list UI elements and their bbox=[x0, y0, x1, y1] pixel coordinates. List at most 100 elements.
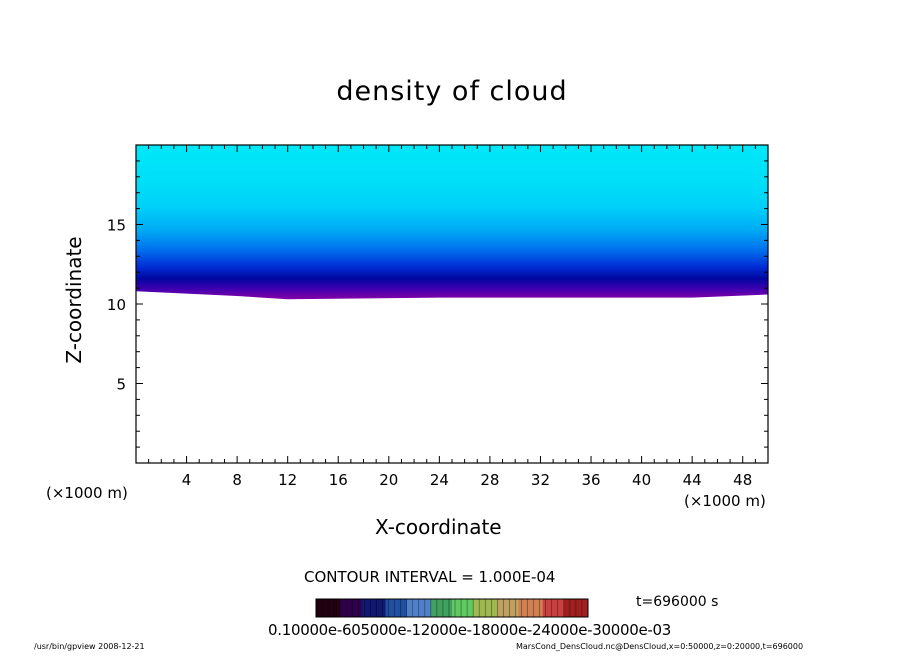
colorbar-cell bbox=[343, 599, 347, 617]
colorbar-border bbox=[315, 598, 589, 618]
colorbar-cell bbox=[548, 599, 553, 617]
colorbar-cell bbox=[337, 599, 341, 617]
x-axis-label: X-coordinate bbox=[375, 515, 502, 539]
colorbar-cell bbox=[334, 599, 338, 617]
colorbar-cell bbox=[566, 599, 571, 617]
colorbar-cell bbox=[470, 599, 474, 617]
colorbar-cell bbox=[560, 599, 565, 617]
colorbar-cell bbox=[370, 599, 374, 617]
colorbar-cell bbox=[448, 599, 453, 617]
colorbar-cell bbox=[545, 599, 550, 617]
colorbar-cell bbox=[409, 599, 414, 617]
x-tick-label: 20 bbox=[379, 471, 398, 489]
colorbar-cell bbox=[349, 599, 353, 617]
colorbar-cell bbox=[397, 599, 401, 617]
colorbar-cell bbox=[530, 599, 534, 617]
colorbar-cell bbox=[452, 599, 456, 617]
colorbar-cell bbox=[439, 599, 444, 617]
colorbar-cell bbox=[557, 599, 562, 617]
colorbar-cell bbox=[518, 599, 522, 617]
colorbar-cell bbox=[385, 599, 389, 617]
colorbar-cell bbox=[584, 599, 589, 617]
y-tick-label: 15 bbox=[107, 217, 126, 235]
colorbar-cell bbox=[427, 599, 432, 617]
x-tick-label: 28 bbox=[480, 471, 499, 489]
colorbar-cell bbox=[455, 599, 459, 617]
colorbar-cell bbox=[340, 599, 344, 617]
colorbar-cell bbox=[388, 599, 392, 617]
colorbar-cell bbox=[536, 599, 540, 617]
colorbar-cell bbox=[391, 599, 395, 617]
colorbar-cell bbox=[476, 599, 480, 617]
colorbar-cell bbox=[521, 599, 525, 617]
colorbar-cell bbox=[551, 599, 556, 617]
colorbar-cell bbox=[445, 599, 450, 617]
colorbar-cell bbox=[322, 599, 326, 617]
colorbar-cell bbox=[379, 599, 383, 617]
x-tick-label: 4 bbox=[182, 471, 192, 489]
colorbar-cell bbox=[482, 599, 486, 617]
colorbar-cell bbox=[575, 599, 580, 617]
cloud-density-area bbox=[136, 145, 768, 300]
colorbar-cell bbox=[506, 599, 510, 617]
colorbar-cell bbox=[403, 599, 407, 617]
cloud-field bbox=[136, 145, 768, 300]
y-tick-label: 10 bbox=[107, 296, 126, 314]
colorbar-cell bbox=[563, 599, 568, 617]
colorbar-cell bbox=[542, 599, 546, 617]
y-axis-ticks: 5 10 15 bbox=[107, 160, 768, 448]
colorbar-cell bbox=[436, 599, 441, 617]
colorbar-cell bbox=[485, 599, 489, 617]
colorbar-cell bbox=[418, 599, 423, 617]
colorbar-cell bbox=[488, 599, 492, 617]
colorbar-cell bbox=[572, 599, 577, 617]
colorbar-cell bbox=[497, 599, 501, 617]
time-label: t=696000 s bbox=[636, 594, 719, 610]
colorbar-cell bbox=[581, 599, 586, 617]
x-axis-unit-left: (×1000 m) bbox=[46, 484, 128, 502]
colorbar-cell bbox=[367, 599, 371, 617]
colorbar-cell bbox=[352, 599, 356, 617]
colorbar-cell bbox=[415, 599, 420, 617]
colorbar-cell bbox=[494, 599, 498, 617]
footer-program-date: /usr/bin/gpview 2008-12-21 bbox=[34, 642, 145, 651]
colorbar-cell bbox=[479, 599, 483, 617]
x-axis-ticks: 4 8 12 16 20 24 28 32 36 40 44 48 bbox=[148, 145, 756, 489]
x-tick-label: 36 bbox=[581, 471, 600, 489]
colorbar-cell bbox=[346, 599, 350, 617]
colorbar-cell bbox=[554, 599, 559, 617]
x-tick-label: 16 bbox=[329, 471, 348, 489]
colorbar bbox=[315, 598, 589, 618]
x-tick-label: 8 bbox=[232, 471, 242, 489]
colorbar-labels: 0.10000e-605000e-12000e-18000e-24000e-30… bbox=[268, 621, 671, 639]
colorbar-cell bbox=[328, 599, 332, 617]
footer-source: MarsCond_DensCloud.nc@DensCloud,x=0:5000… bbox=[516, 642, 804, 651]
colorbar-cell bbox=[331, 599, 335, 617]
colorbar-cell bbox=[376, 599, 380, 617]
chart-title: density of cloud bbox=[336, 76, 568, 107]
colorbar-cell bbox=[578, 599, 583, 617]
colorbar-cell bbox=[319, 599, 323, 617]
colorbar-cell bbox=[527, 599, 531, 617]
colorbar-cell bbox=[461, 599, 465, 617]
colorbar-cell bbox=[361, 599, 365, 617]
colorbar-cell bbox=[316, 599, 320, 617]
colorbar-cell bbox=[394, 599, 398, 617]
colorbar-cell bbox=[539, 599, 543, 617]
colorbar-cell bbox=[430, 599, 435, 617]
x-tick-label: 44 bbox=[683, 471, 702, 489]
colorbar-cell bbox=[364, 599, 368, 617]
x-axis-unit-right: (×1000 m) bbox=[684, 492, 766, 510]
x-tick-label: 48 bbox=[733, 471, 752, 489]
y-tick-label: 5 bbox=[116, 376, 126, 394]
colorbar-cell bbox=[355, 599, 359, 617]
colorbar-cell bbox=[515, 599, 519, 617]
colorbar-cell bbox=[533, 599, 537, 617]
colorbar-cell bbox=[512, 599, 516, 617]
colorbar-cell bbox=[524, 599, 528, 617]
x-tick-label: 24 bbox=[430, 471, 449, 489]
colorbar-cell bbox=[473, 599, 477, 617]
colorbar-cell bbox=[467, 599, 471, 617]
